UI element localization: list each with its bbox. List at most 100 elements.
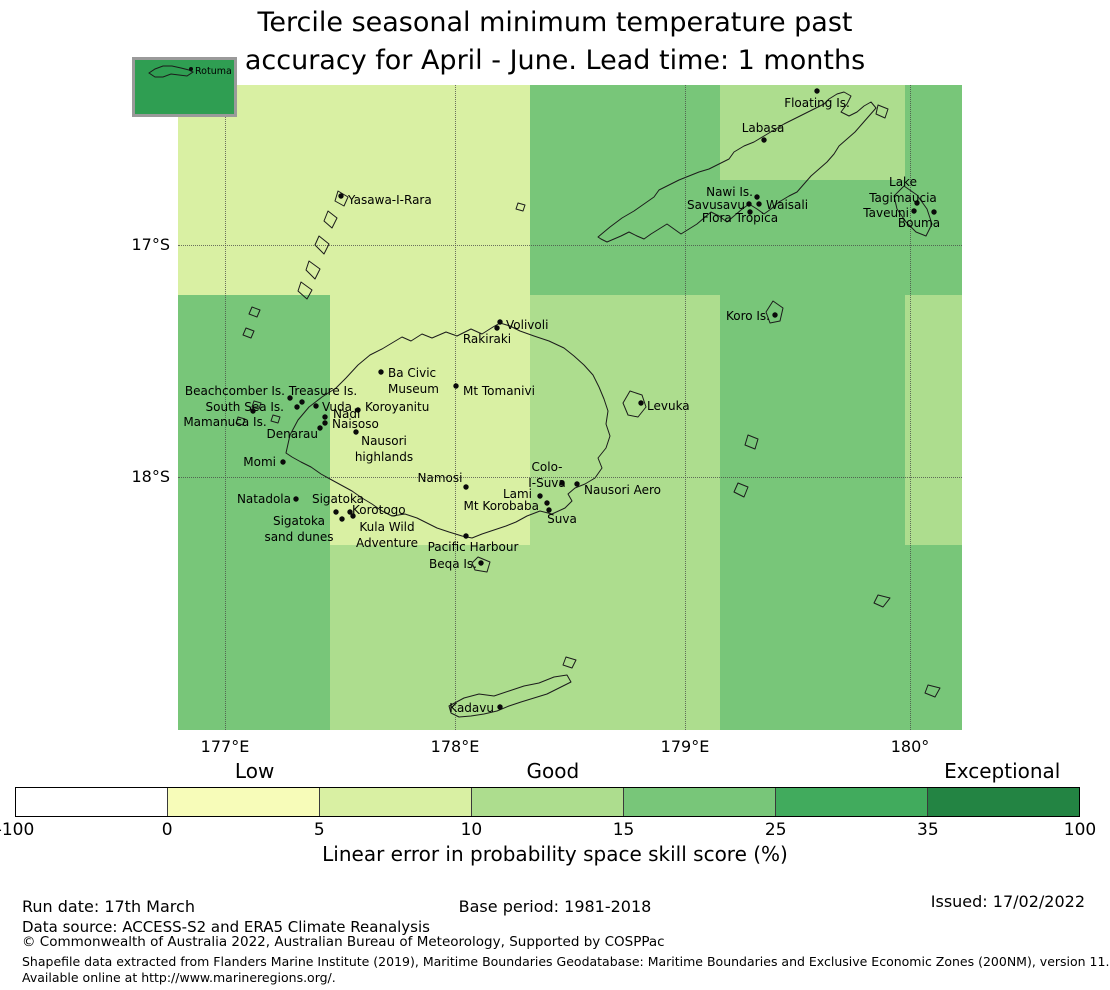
place-label-koroyanitu: Koroyanitu: [365, 400, 429, 414]
place-dot-denarau: [317, 425, 323, 431]
colorbar-caption: Linear error in probability space skill …: [322, 842, 788, 866]
place-dot-mt-tomanivi: [453, 383, 459, 389]
colorbar-segment: [16, 788, 168, 816]
gridline-vertical: [225, 85, 226, 730]
map-grid-cell: [720, 295, 905, 545]
run-date-text: Run date: 17th March: [22, 897, 195, 916]
place-label-levuka: Levuka: [647, 399, 690, 413]
place-label-south-sea-is: South Sea Is.: [206, 400, 284, 414]
place-dot-kula-wild-adventure: [350, 513, 356, 519]
place-dot-levuka: [638, 400, 644, 406]
place-label-koro-is: Koro Is.: [726, 309, 770, 323]
data-source-text: Data source: ACCESS-S2 and ERA5 Climate …: [22, 918, 430, 936]
x-tick-label: 178°E: [430, 737, 480, 756]
map-grid-cell: [530, 180, 720, 295]
place-label-rakiraki: Rakiraki: [463, 332, 511, 346]
island-koro: [765, 300, 784, 324]
place-label-volivoli: Volivoli: [506, 318, 548, 332]
colorbar-segment: [320, 788, 472, 816]
map-grid-cell: [720, 680, 905, 730]
island-vanua-levu: [597, 91, 877, 243]
place-label-pacific-harbour: Pacific Harbour: [428, 540, 519, 554]
map-grid-cell: [530, 85, 720, 180]
colorbar: [15, 787, 1080, 817]
place-label-nausori-aero: Nausori Aero: [584, 483, 661, 497]
place-dot-mt-korobaba: [544, 500, 550, 506]
colorbar-category-good: Good: [526, 759, 580, 783]
place-dot-koroyanitu: [355, 407, 361, 413]
map-grid-cell: [330, 85, 530, 180]
place-dot-lami: [537, 493, 543, 499]
map-grid-cell: [905, 680, 962, 730]
place-label-nawi-is: Nawi Is.: [706, 185, 753, 199]
island-kadavu: [448, 674, 572, 718]
islet-southeast-1: [873, 594, 891, 608]
place-dot-vuda: [313, 403, 319, 409]
place-dot-floating-is: [814, 88, 820, 94]
place-dot-ba-civic-museum: [378, 369, 384, 375]
place-dot-bouma: [931, 209, 937, 215]
map-grid-cell: [178, 545, 330, 680]
map-grid-cell: [530, 545, 720, 680]
place-dot-korotogo: [347, 509, 353, 515]
islet-west-1: [248, 306, 261, 318]
place-dot-nawi-is: [754, 194, 760, 200]
title-line-2: accuracy for April - June. Lead time: 1 …: [244, 45, 866, 76]
map-grid-cell: [330, 545, 530, 680]
place-dot-kadavu: [497, 704, 503, 710]
colorbar-segment: [472, 788, 624, 816]
x-tick-label: 177°E: [200, 737, 250, 756]
colorbar-tick-label: 5: [313, 820, 325, 840]
place-dot-waisali: [756, 201, 762, 207]
place-label-natadola: Natadola: [237, 492, 291, 506]
islet-mamanuca-2: [270, 414, 281, 424]
place-dot-south-sea-is: [294, 404, 300, 410]
colorbar-ticks: -100 0 5 10 15 25 35 100: [0, 820, 1096, 842]
place-dot-mamanuca-is: [250, 408, 256, 414]
islet-mamanuca-3: [235, 416, 246, 426]
place-dot-lake-tagimaucia: [914, 200, 920, 206]
map-grid-cell: [905, 545, 962, 680]
colorbar-segment: [776, 788, 928, 816]
place-label-taveuni: Taveuni: [862, 206, 909, 220]
islet-yasawa-3: [314, 235, 330, 255]
colorbar-tick-label: 25: [764, 820, 787, 840]
coastline-svg: [235, 91, 941, 718]
place-dot-treasure-is: [299, 399, 305, 405]
place-label-treasure-is: Treasure Is.: [288, 384, 357, 398]
place-label-flora-tropica: Flora Tropica: [702, 211, 778, 225]
place-label-denarau: Denarau: [267, 427, 318, 441]
colorbar-tick-label: 35: [917, 820, 939, 840]
place-label-beachcomber-is: Beachcomber Is.: [185, 384, 285, 398]
map-grid-cell: [720, 180, 905, 295]
gridline-vertical: [685, 85, 686, 730]
map-grid-cell: [530, 295, 720, 545]
place-dot-beqa-is: [478, 560, 484, 566]
map-grid-cell: [330, 680, 530, 730]
gridline-vertical: [455, 85, 456, 730]
island-ovalau: [622, 390, 647, 418]
x-tick-label: 179°E: [660, 737, 710, 756]
figure-title: Tercile seasonal minimum temperature pas…: [0, 4, 1110, 80]
islet-yasawa-2: [323, 210, 338, 229]
islet-south-1: [562, 656, 577, 669]
place-label-ba-civic-museum: Ba Civic Museum: [388, 366, 439, 396]
place-dot-flora-tropica: [747, 209, 753, 215]
place-label-yasawa-i-rara: Yasawa-I-Rara: [347, 193, 432, 207]
y-tick-label: 17°S: [131, 235, 170, 254]
islet-yasawa-1: [334, 190, 349, 207]
place-label-sigatoka: Sigatoka: [312, 492, 364, 506]
island-rotuma: [148, 65, 194, 78]
rotuma-dot: [189, 67, 193, 71]
colorbar-categories: Low Good Exceptional: [15, 759, 1080, 785]
colorbar-segment: [168, 788, 320, 816]
place-dot-natadola: [293, 496, 299, 502]
place-label-sigatoka-sand-dunes: Sigatoka sand dunes: [264, 514, 333, 544]
place-dot-namosi: [463, 484, 469, 490]
place-dot-beachcomber-is: [287, 395, 293, 401]
shapefile-attribution-line1: Shapefile data extracted from Flanders M…: [22, 954, 1110, 969]
place-dot-labasa: [761, 137, 767, 143]
rotuma-label: Rotuma: [195, 66, 232, 77]
place-dot-rakiraki: [494, 325, 500, 331]
